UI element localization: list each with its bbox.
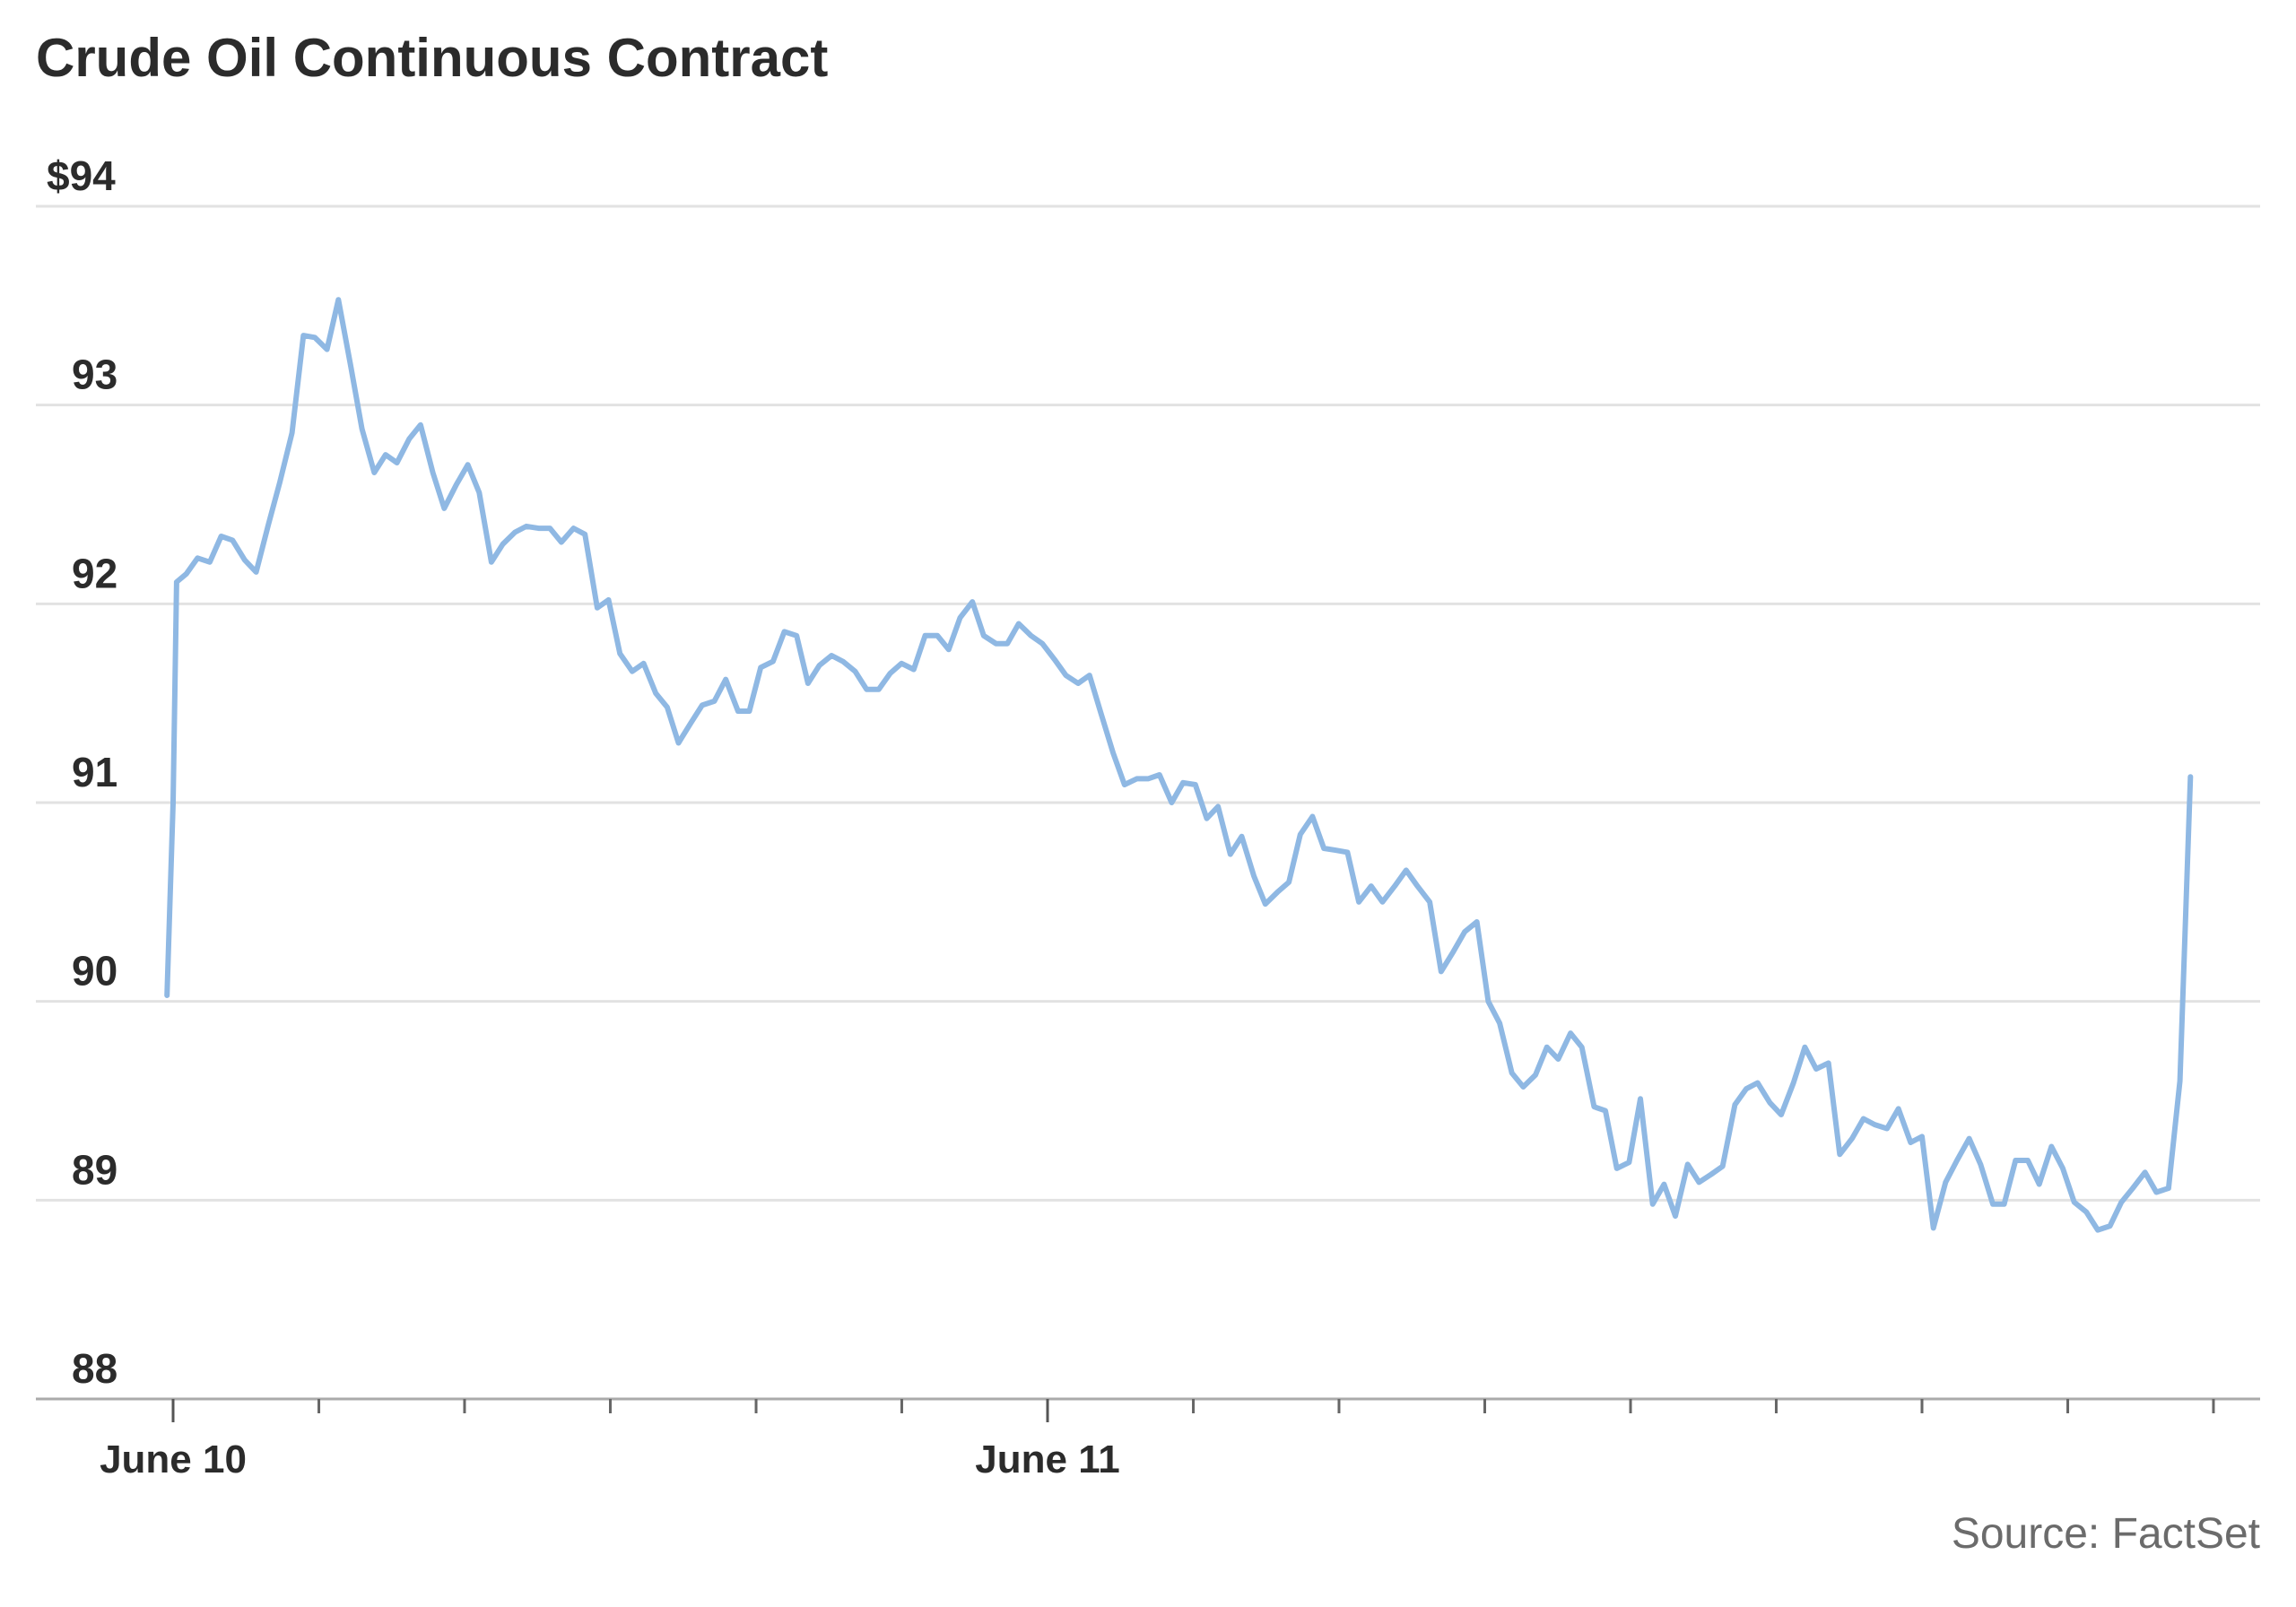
- x-tick-label: June 10: [100, 1438, 247, 1481]
- x-tick-label: June 11: [975, 1438, 1119, 1481]
- x-ticks: June 10 June 11: [100, 1399, 2215, 1481]
- y-tick-labels: $94 93 92 91 90 89 88: [47, 152, 117, 1392]
- series-line: [164, 297, 2194, 1233]
- y-tick-label: 91: [72, 749, 117, 795]
- y-tick-label: $94: [47, 152, 116, 199]
- y-tick-label: 88: [72, 1345, 117, 1392]
- gridlines: [36, 204, 2260, 1202]
- y-tick-label: 93: [72, 352, 117, 398]
- source-note: Source: FactSet: [1951, 1510, 2260, 1558]
- y-tick-label: 90: [72, 948, 117, 995]
- y-tick-label: 92: [72, 550, 117, 596]
- y-tick-label: 89: [72, 1146, 117, 1193]
- chart-title: Crude Oil Continuous Contract: [36, 28, 829, 88]
